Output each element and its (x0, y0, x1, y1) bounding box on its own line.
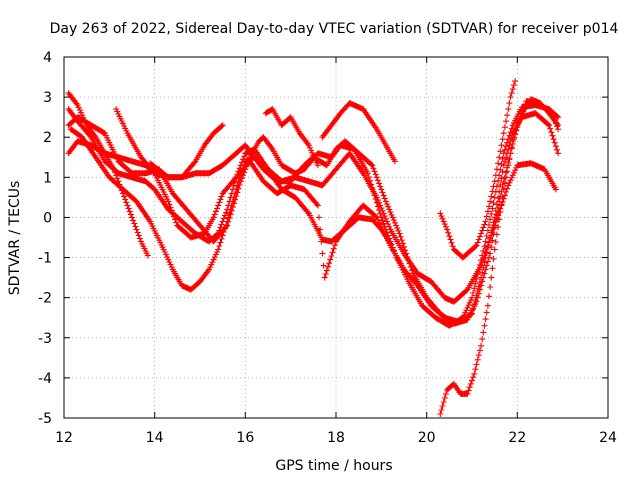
series-markers (437, 78, 519, 261)
series-markers (65, 98, 562, 327)
x-tick-label: 22 (508, 430, 526, 446)
y-tick-label: -2 (38, 291, 52, 307)
series-arc10 (437, 78, 519, 261)
series-markers (262, 106, 321, 169)
y-tick-label: -5 (38, 411, 52, 427)
y-tick-label: 4 (43, 50, 52, 66)
y-tick-label: -1 (38, 251, 52, 267)
series-arc7 (147, 122, 226, 181)
series-markers (437, 96, 562, 417)
y-axis-label: SDTVAR / TECUs (7, 181, 23, 296)
x-tick-label: 20 (418, 430, 436, 446)
x-tick-label: 12 (55, 430, 73, 446)
y-tick-label: 3 (43, 90, 52, 106)
chart-title: Day 263 of 2022, Sidereal Day-to-day VTE… (50, 21, 619, 37)
y-tick-label: -4 (38, 371, 52, 387)
series-arc9 (319, 100, 398, 165)
series-markers (147, 122, 226, 181)
y-tick-label: 0 (43, 210, 52, 226)
y-tick-label: 1 (43, 170, 52, 186)
series-arc6 (113, 106, 562, 325)
series-arc11 (437, 96, 562, 417)
series-markers (319, 100, 398, 165)
x-tick-label: 24 (599, 430, 617, 446)
plot-frame (63, 56, 609, 419)
y-tick-label: 2 (43, 130, 52, 146)
x-axis-label: GPS time / hours (275, 458, 392, 474)
x-tick-label: 16 (236, 430, 254, 446)
x-tick-label: 18 (327, 430, 345, 446)
y-tick-label: -3 (38, 331, 52, 347)
series-markers (113, 106, 562, 325)
x-tick-label: 14 (146, 430, 164, 446)
series-arc4 (65, 98, 562, 327)
series-arc8 (262, 106, 321, 169)
data-points (65, 78, 562, 417)
